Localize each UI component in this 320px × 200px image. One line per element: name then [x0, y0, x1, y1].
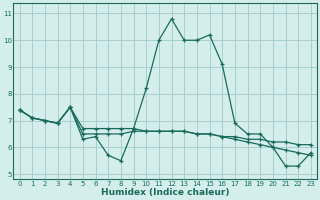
X-axis label: Humidex (Indice chaleur): Humidex (Indice chaleur) — [101, 188, 229, 197]
